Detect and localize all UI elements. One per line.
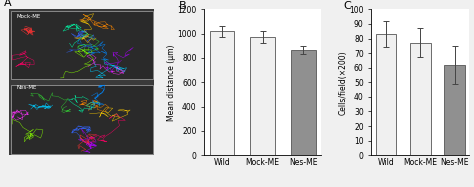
Bar bbox=[250, 37, 275, 155]
Bar bbox=[11, 11, 153, 79]
Bar bbox=[291, 50, 316, 155]
Text: Nes-ME: Nes-ME bbox=[17, 85, 37, 90]
Y-axis label: Mean distance (μm): Mean distance (μm) bbox=[167, 44, 176, 121]
Y-axis label: Cells/field(×200): Cells/field(×200) bbox=[339, 50, 348, 115]
Text: B: B bbox=[179, 1, 186, 11]
Bar bbox=[11, 85, 153, 154]
Text: A: A bbox=[4, 0, 11, 8]
Text: C: C bbox=[344, 1, 352, 11]
Bar bbox=[210, 31, 234, 155]
Text: Mock-ME: Mock-ME bbox=[17, 14, 41, 19]
Bar bbox=[444, 65, 465, 155]
Bar bbox=[410, 43, 430, 155]
Bar bbox=[376, 34, 396, 155]
